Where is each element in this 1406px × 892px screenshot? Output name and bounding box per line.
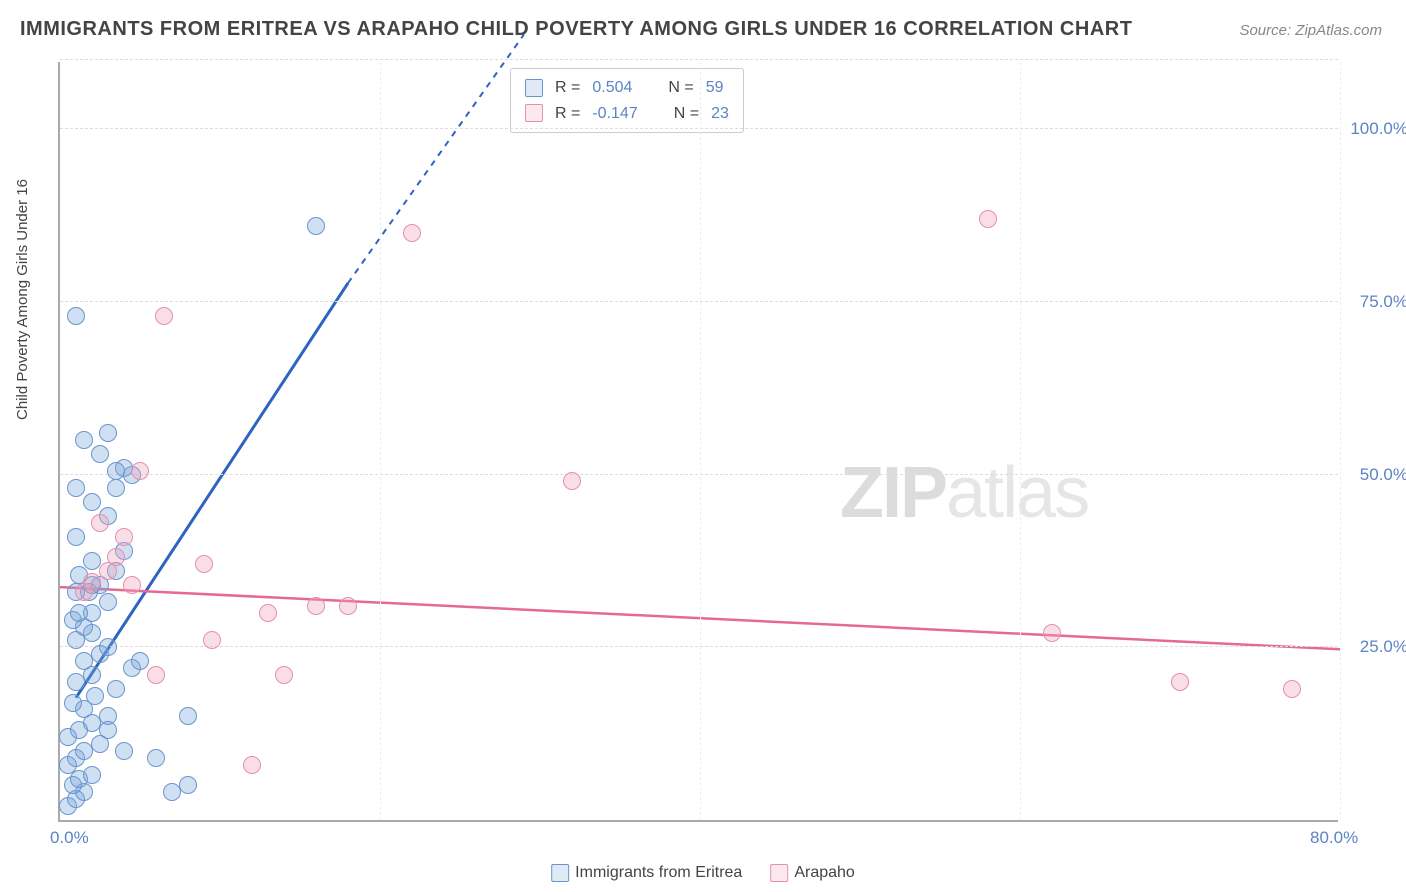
legend-bottom: Immigrants from Eritrea Arapaho bbox=[551, 864, 855, 882]
scatter-point-blue bbox=[83, 766, 101, 784]
scatter-point-blue bbox=[99, 424, 117, 442]
legend-label: Arapaho bbox=[794, 864, 855, 881]
stats-R-value: 0.504 bbox=[592, 75, 632, 101]
scatter-point-pink bbox=[203, 631, 221, 649]
scatter-point-blue bbox=[99, 721, 117, 739]
scatter-point-pink bbox=[275, 666, 293, 684]
scatter-point-blue bbox=[179, 776, 197, 794]
scatter-point-blue bbox=[86, 687, 104, 705]
scatter-point-blue bbox=[131, 652, 149, 670]
stats-N-value: 23 bbox=[711, 101, 729, 127]
scatter-point-pink bbox=[563, 472, 581, 490]
scatter-point-blue bbox=[107, 680, 125, 698]
scatter-point-pink bbox=[1043, 624, 1061, 642]
swatch-pink bbox=[525, 104, 543, 122]
legend-item-pink: Arapaho bbox=[770, 864, 855, 882]
swatch-blue bbox=[551, 864, 569, 882]
scatter-point-pink bbox=[339, 597, 357, 615]
scatter-point-pink bbox=[83, 573, 101, 591]
stats-R-value: -0.147 bbox=[592, 101, 637, 127]
scatter-point-blue bbox=[91, 445, 109, 463]
stats-N-value: 59 bbox=[706, 75, 724, 101]
trend-line bbox=[348, 34, 524, 283]
scatter-point-blue bbox=[115, 742, 133, 760]
swatch-pink bbox=[770, 864, 788, 882]
legend-item-blue: Immigrants from Eritrea bbox=[551, 864, 742, 882]
stats-N-label: N = bbox=[668, 75, 693, 101]
scatter-point-pink bbox=[147, 666, 165, 684]
scatter-point-blue bbox=[83, 493, 101, 511]
scatter-point-blue bbox=[147, 749, 165, 767]
scatter-point-pink bbox=[1283, 680, 1301, 698]
stats-row-blue: R = 0.504 N = 59 bbox=[525, 75, 729, 101]
y-tick-label: 75.0% bbox=[1360, 292, 1406, 312]
scatter-point-pink bbox=[131, 462, 149, 480]
gridline-h bbox=[60, 474, 1338, 475]
stats-legend: R = 0.504 N = 59 R = -0.147 N = 23 bbox=[510, 68, 744, 133]
scatter-point-blue bbox=[75, 431, 93, 449]
scatter-point-pink bbox=[243, 756, 261, 774]
y-tick-label: 100.0% bbox=[1350, 119, 1406, 139]
stats-R-label: R = bbox=[555, 101, 580, 127]
scatter-point-blue bbox=[83, 552, 101, 570]
scatter-point-pink bbox=[1171, 673, 1189, 691]
scatter-point-pink bbox=[91, 514, 109, 532]
legend-label: Immigrants from Eritrea bbox=[575, 864, 742, 881]
stats-row-pink: R = -0.147 N = 23 bbox=[525, 101, 729, 127]
scatter-point-pink bbox=[307, 597, 325, 615]
scatter-point-pink bbox=[259, 604, 277, 622]
gridline-v bbox=[380, 62, 381, 820]
scatter-point-blue bbox=[107, 462, 125, 480]
scatter-point-pink bbox=[403, 224, 421, 242]
gridline-h bbox=[60, 301, 1338, 302]
x-tick-label: 0.0% bbox=[50, 828, 89, 848]
scatter-point-blue bbox=[99, 593, 117, 611]
scatter-point-blue bbox=[67, 307, 85, 325]
scatter-point-blue bbox=[179, 707, 197, 725]
scatter-point-blue bbox=[64, 694, 82, 712]
gridline-v bbox=[1340, 62, 1341, 820]
scatter-point-pink bbox=[123, 576, 141, 594]
stats-R-label: R = bbox=[555, 75, 580, 101]
chart-plot-area: ZIPatlas R =0.504N =59R =-0.147N =23 25.… bbox=[58, 62, 1338, 822]
scatter-point-pink bbox=[155, 307, 173, 325]
swatch-blue bbox=[525, 79, 543, 97]
scatter-point-pink bbox=[195, 555, 213, 573]
gridline-h bbox=[60, 128, 1338, 129]
gridline-h bbox=[60, 646, 1338, 647]
y-axis-label: Child Poverty Among Girls Under 16 bbox=[14, 179, 31, 420]
stats-N-label: N = bbox=[674, 101, 699, 127]
gridline-v bbox=[1020, 62, 1021, 820]
scatter-point-pink bbox=[115, 528, 133, 546]
chart-title: IMMIGRANTS FROM ERITREA VS ARAPAHO CHILD… bbox=[20, 18, 1132, 41]
trend-lines-layer bbox=[60, 62, 1338, 820]
scatter-point-blue bbox=[67, 479, 85, 497]
gridline-h bbox=[60, 59, 1338, 60]
x-tick-label: 80.0% bbox=[1310, 828, 1358, 848]
scatter-point-blue bbox=[107, 479, 125, 497]
gridline-v bbox=[700, 62, 701, 820]
source-label: Source: ZipAtlas.com bbox=[1239, 22, 1382, 39]
scatter-point-blue bbox=[70, 604, 88, 622]
scatter-point-blue bbox=[99, 638, 117, 656]
scatter-point-blue bbox=[67, 528, 85, 546]
scatter-point-blue bbox=[307, 217, 325, 235]
scatter-point-pink bbox=[107, 548, 125, 566]
scatter-point-pink bbox=[979, 210, 997, 228]
y-tick-label: 25.0% bbox=[1360, 637, 1406, 657]
y-tick-label: 50.0% bbox=[1360, 465, 1406, 485]
